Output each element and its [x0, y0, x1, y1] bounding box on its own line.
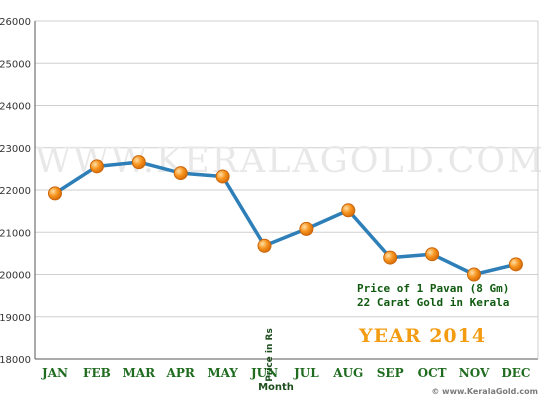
x-tick-label-jun: JUN — [250, 366, 278, 380]
x-tick-label-oct: OCT — [418, 366, 447, 380]
x-tick-label-feb: FEB — [83, 366, 111, 380]
y-tick-label-23000: 23000 — [0, 144, 31, 155]
x-tick-label-mar: MAR — [123, 366, 157, 380]
data-point-jun — [257, 238, 272, 253]
series-line — [53, 160, 518, 277]
y-tick-label-25000: 25000 — [0, 59, 31, 70]
data-point-jan — [48, 186, 62, 201]
x-axis-title: Month — [258, 382, 294, 393]
x-tick-label-may: MAY — [207, 366, 238, 380]
data-point-may — [215, 169, 230, 184]
data-point-feb — [89, 159, 104, 174]
x-tick-label-jul: JUL — [293, 366, 319, 380]
y-tick-label-26000: 26000 — [0, 17, 31, 28]
y-ticks: 18000 19000 20000 21000 22000 23000 24000 25000… — [0, 17, 31, 366]
year-label: YEAR 2014 — [358, 325, 486, 347]
y-tick-label-20000: 20000 — [0, 271, 31, 282]
data-point-sep — [383, 250, 398, 265]
x-tick-label-jan: JAN — [41, 366, 68, 380]
x-tick-label-sep: SEP — [377, 366, 404, 380]
series — [48, 155, 523, 282]
data-point-oct — [425, 247, 440, 262]
x-tick-label-aug: AUG — [332, 366, 363, 380]
data-point-jul — [299, 221, 314, 236]
annotation-line-1: Price of 1 Pavan (8 Gm) — [357, 282, 509, 295]
x-ticks: JAN FEB MAR APR MAY JUN JUL AUG SEP OCT NOV DEC — [41, 366, 530, 380]
y-tick-label-19000: 19000 — [0, 313, 31, 324]
copyright-text: © www.KeralaGold.com — [431, 387, 538, 396]
grid — [35, 20, 538, 360]
y-axis-title: Price in Rs — [265, 328, 275, 382]
watermark: WWW.KERALAGOLD.COM — [35, 141, 545, 181]
data-point-mar — [131, 155, 146, 170]
data-point-dec — [508, 257, 523, 272]
data-point-nov — [467, 267, 481, 282]
y-tick-label-21000: 21000 — [0, 228, 31, 239]
y-tick-label-24000: 24000 — [0, 102, 31, 113]
data-point-aug — [341, 203, 356, 218]
x-tick-label-apr: APR — [166, 366, 196, 380]
annotation-line-2: 22 Carat Gold in Kerala — [357, 296, 509, 309]
y-tick-label-18000: 18000 — [0, 355, 31, 366]
y-tick-label-22000: 22000 — [0, 186, 31, 197]
x-tick-label-dec: DEC — [501, 366, 530, 380]
x-tick-label-nov: NOV — [459, 366, 490, 380]
axes — [34, 21, 539, 360]
data-point-apr — [173, 166, 188, 181]
